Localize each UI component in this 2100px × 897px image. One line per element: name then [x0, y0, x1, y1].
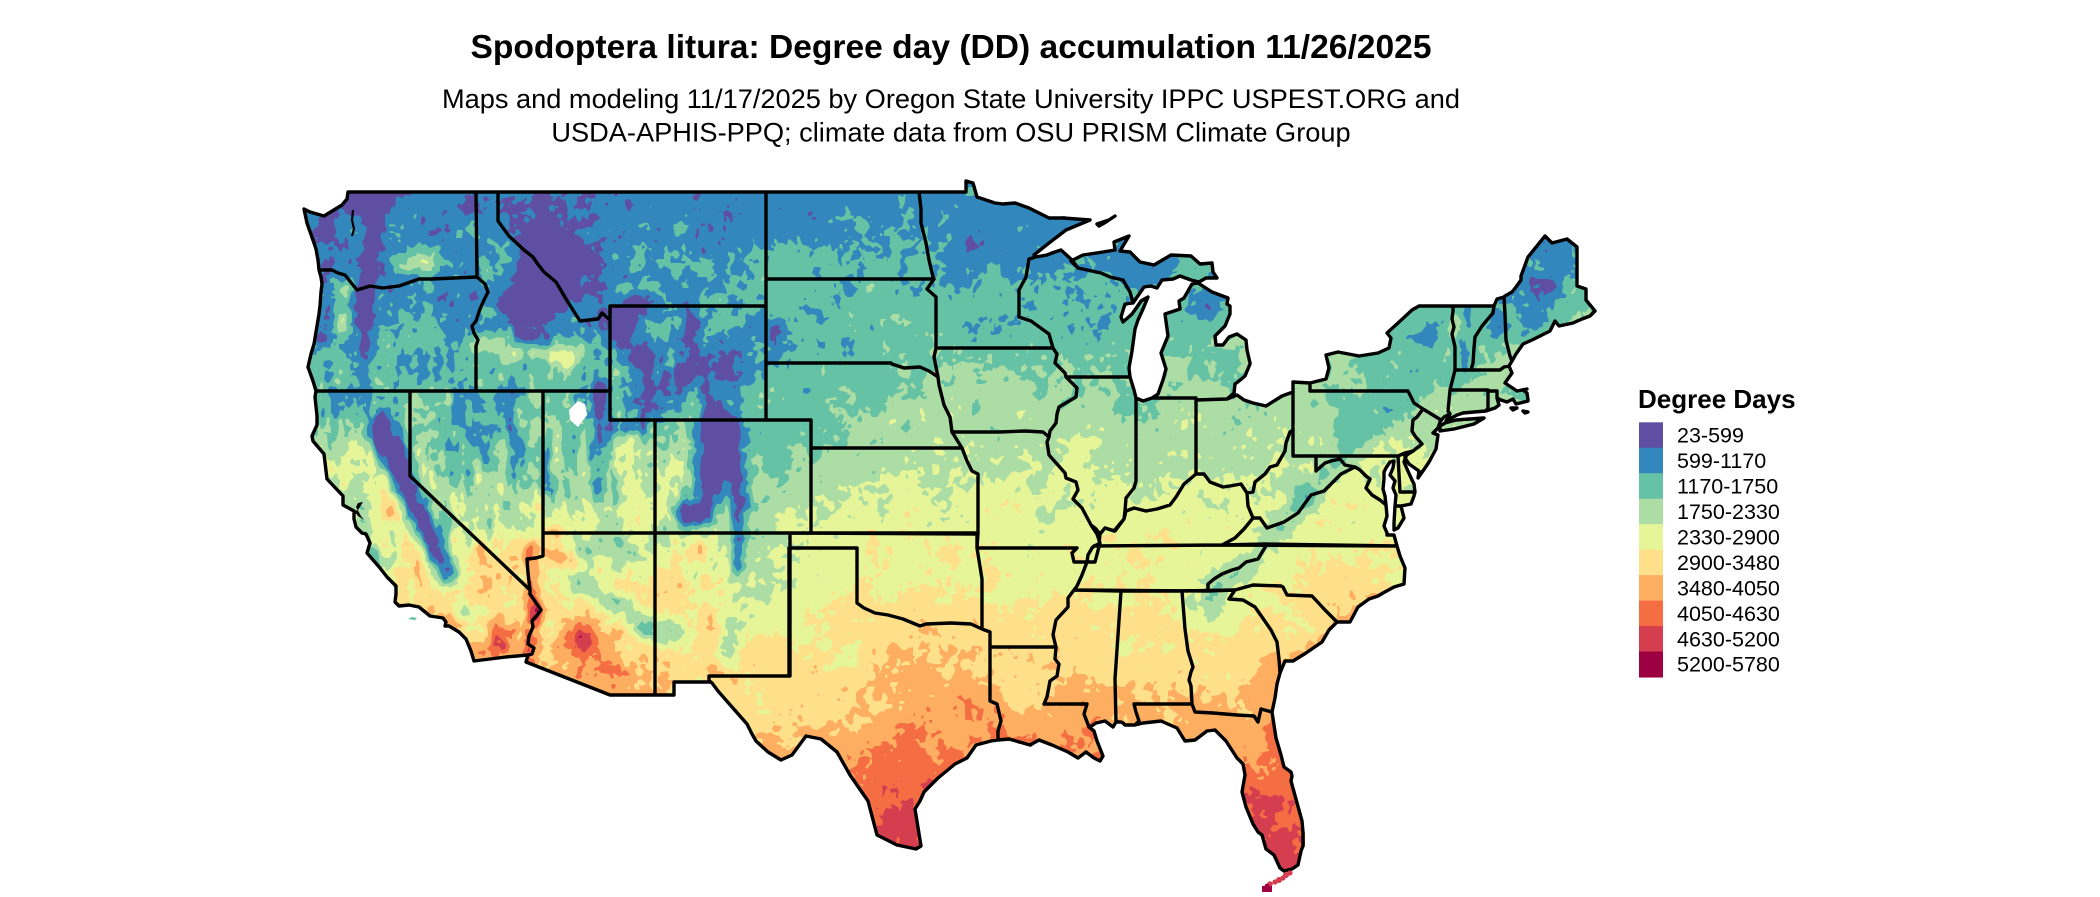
svg-text:5200-5780: 5200-5780 — [1677, 653, 1780, 677]
svg-text:3480-4050: 3480-4050 — [1677, 576, 1780, 600]
svg-text:Spodoptera litura: Degree day: Spodoptera litura: Degree day (DD) accum… — [470, 29, 1431, 66]
svg-text:1750-2330: 1750-2330 — [1677, 500, 1780, 524]
svg-text:2900-3480: 2900-3480 — [1677, 551, 1780, 575]
svg-text:4630-5200: 4630-5200 — [1677, 627, 1780, 651]
svg-text:4050-4630: 4050-4630 — [1677, 602, 1780, 626]
svg-text:23-599: 23-599 — [1677, 424, 1744, 448]
svg-text:2330-2900: 2330-2900 — [1677, 525, 1780, 549]
svg-text:Degree Days: Degree Days — [1638, 384, 1796, 414]
svg-text:1170-1750: 1170-1750 — [1677, 474, 1778, 498]
svg-text:599-1170: 599-1170 — [1677, 449, 1766, 473]
svg-text:Maps and modeling 11/17/2025 b: Maps and modeling 11/17/2025 by Oregon S… — [442, 83, 1460, 114]
svg-text:USDA-APHIS-PPQ; climate data f: USDA-APHIS-PPQ; climate data from OSU PR… — [551, 117, 1350, 148]
